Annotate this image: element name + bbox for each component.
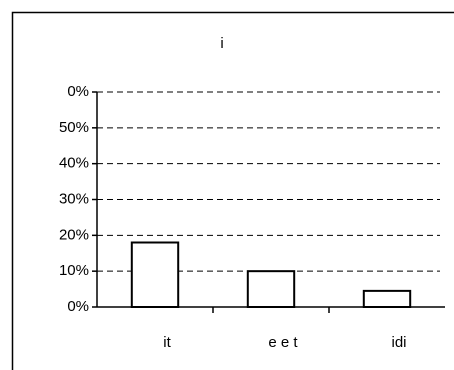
x-tick-label: e e t [268,334,298,351]
chart-title: i [220,35,223,52]
y-tick-label: 0% [67,298,89,315]
x-tick-label: idi [391,334,406,351]
x-tick-label: it [163,334,171,351]
bar [246,270,296,308]
y-tick-label: 10% [59,262,89,279]
chart-frame [11,11,454,370]
bar [130,241,180,308]
y-tick-label: 30% [59,190,89,207]
y-tick-label: 40% [59,155,89,172]
y-tick-label: 50% [59,119,89,136]
bar [362,289,412,308]
y-tick-label: 0% [67,83,89,100]
y-tick-label: 20% [59,226,89,243]
